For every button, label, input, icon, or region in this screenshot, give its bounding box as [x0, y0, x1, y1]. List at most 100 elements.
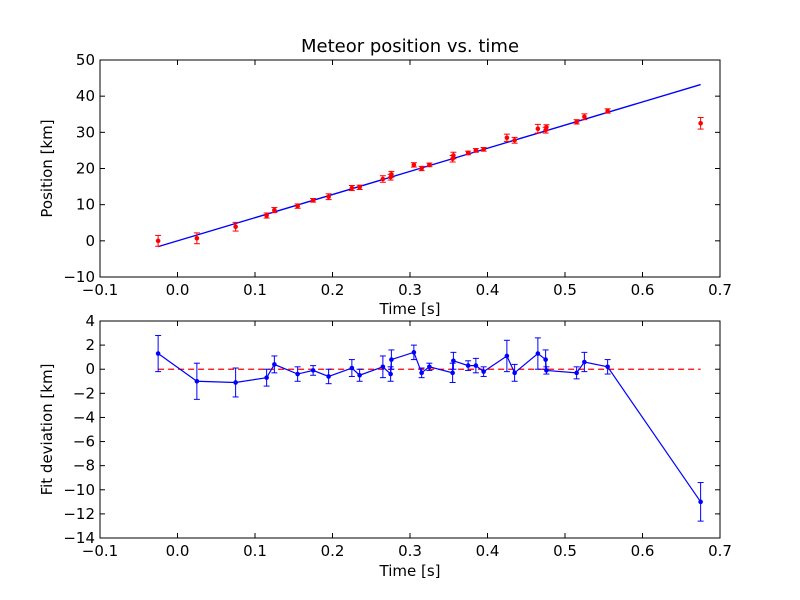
deviation-chart: −0.1 0.0 0.1 0.2 0.3 0.4 0.5 0.6 0.7 −14 −12 −10 −8 −… — [38, 312, 732, 580]
deviation-point — [155, 351, 161, 356]
data-point — [544, 124, 549, 130]
data-point — [535, 126, 541, 132]
data-point — [605, 108, 610, 114]
x-tick-label: −0.1 — [82, 281, 118, 299]
deviation-y-axis-label: Fit deviation [km] — [38, 364, 56, 496]
deviation-point — [473, 363, 479, 368]
y-tick-label: 50 — [76, 51, 95, 69]
data-point — [512, 137, 517, 143]
deviation-point — [349, 365, 355, 371]
deviation-point — [512, 370, 517, 376]
deviation-point — [389, 357, 394, 362]
y-tick-label: −2 — [73, 384, 95, 402]
y-tick-label: 30 — [76, 123, 95, 141]
x-tick-label: 0.1 — [243, 281, 267, 299]
y-tick-label: 2 — [85, 336, 95, 354]
data-point — [272, 207, 277, 213]
y-tick-label: −4 — [73, 408, 95, 426]
data-point — [451, 153, 456, 158]
x-tick-label: 0.0 — [166, 542, 190, 560]
data-point — [380, 176, 386, 182]
x-tick-label: 0.2 — [321, 542, 345, 560]
x-tick-label: 0.2 — [321, 281, 345, 299]
x-tick-label: 0.5 — [553, 542, 577, 560]
y-tick-label: 20 — [76, 160, 95, 178]
chart-title: Meteor position vs. time — [301, 36, 519, 57]
data-point — [357, 185, 362, 190]
x-tick-label: 0.7 — [708, 542, 732, 560]
position-data-layer — [155, 83, 704, 248]
deviation-point — [357, 372, 362, 378]
data-point — [419, 166, 424, 171]
deviation-ticks: −0.1 0.0 0.1 0.2 0.3 0.4 0.5 0.6 0.7 −14 −12 −10 −8 −… — [63, 312, 732, 560]
y-tick-label: 10 — [76, 196, 95, 214]
x-tick-label: −0.1 — [82, 542, 118, 560]
position-ticks: −0.1 0.0 0.1 0.2 0.3 0.4 0.5 0.6 0.7 −10 0 10 20 30 40… — [63, 51, 732, 299]
y-tick-label: 0 — [85, 360, 95, 378]
y-tick-label: −12 — [63, 505, 95, 523]
x-tick-label: 0.7 — [708, 281, 732, 299]
data-point — [574, 119, 579, 125]
position-x-axis-label: Time [s] — [379, 300, 441, 318]
data-point — [481, 147, 486, 152]
data-point — [155, 238, 161, 244]
y-tick-label: −6 — [73, 433, 95, 451]
deviation-point — [544, 368, 549, 373]
data-point — [473, 148, 479, 153]
position-y-axis-label: Position [km] — [38, 119, 56, 217]
data-point — [295, 203, 300, 209]
x-tick-label: 0.3 — [398, 281, 422, 299]
deviation-point — [310, 368, 316, 373]
deviation-point — [582, 359, 587, 365]
deviation-point — [451, 358, 456, 364]
deviation-point — [388, 371, 393, 377]
deviation-point — [535, 351, 541, 356]
y-tick-label: −14 — [63, 529, 95, 547]
data-point — [389, 171, 394, 177]
x-tick-label: 0.1 — [243, 542, 267, 560]
data-point — [326, 194, 331, 200]
y-tick-label: −10 — [63, 481, 95, 499]
deviation-point — [427, 364, 432, 370]
data-point — [411, 162, 417, 168]
deviation-point — [481, 369, 486, 374]
x-tick-label: 0.4 — [476, 281, 500, 299]
deviation-point — [380, 364, 386, 370]
x-tick-label: 0.6 — [631, 542, 655, 560]
deviation-point — [450, 370, 455, 376]
deviation-point — [504, 353, 510, 359]
deviation-point — [295, 371, 300, 377]
x-tick-label: 0.6 — [631, 281, 655, 299]
data-point — [504, 135, 510, 141]
x-tick-label: 0.0 — [166, 281, 190, 299]
data-point — [194, 236, 200, 241]
data-point — [264, 213, 269, 218]
deviation-point — [698, 499, 703, 505]
x-tick-label: 0.4 — [476, 542, 500, 560]
data-point — [698, 120, 703, 126]
deviation-point — [264, 375, 269, 380]
deviation-point — [605, 364, 610, 370]
y-tick-label: −10 — [63, 268, 95, 286]
deviation-point — [326, 374, 331, 379]
data-point — [349, 185, 355, 191]
position-chart: Meteor position vs. time −0.1 0.0 0.1 0.2 0.… — [38, 36, 732, 318]
y-tick-label: 4 — [85, 312, 95, 330]
data-point — [582, 114, 587, 120]
deviation-data-layer — [155, 334, 704, 522]
y-tick-label: 40 — [76, 87, 95, 105]
deviation-point — [233, 380, 238, 385]
y-tick-label: 0 — [85, 232, 95, 250]
deviation-point — [419, 370, 424, 376]
data-point — [465, 150, 471, 156]
x-tick-label: 0.3 — [398, 542, 422, 560]
deviation-point — [272, 362, 277, 367]
deviation-point — [411, 350, 417, 355]
deviation-point — [194, 378, 200, 384]
y-tick-label: −8 — [73, 457, 95, 475]
x-tick-label: 0.5 — [553, 281, 577, 299]
data-point — [310, 198, 316, 203]
data-point — [427, 162, 432, 168]
